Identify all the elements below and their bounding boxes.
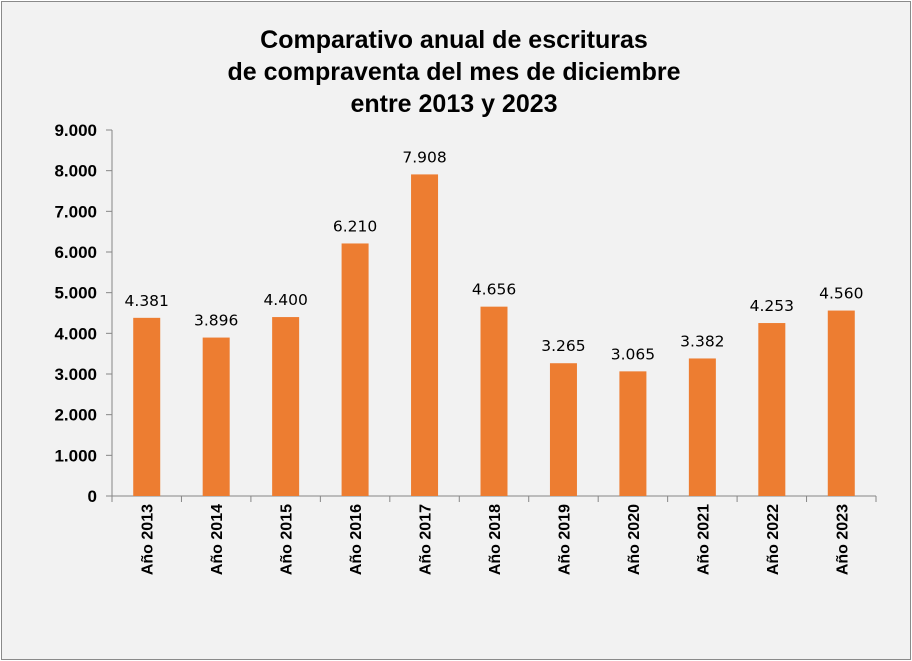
bar <box>202 337 230 496</box>
x-tick-label: Año 2021 <box>695 504 712 575</box>
bar <box>133 317 161 496</box>
x-tick-label: Año 2019 <box>556 504 573 575</box>
y-tick-label: 0 <box>88 487 97 506</box>
data-label: 4.656 <box>472 281 516 299</box>
x-tick-label: Año 2015 <box>279 504 296 575</box>
y-tick-label: 6.000 <box>54 243 97 262</box>
bar <box>341 243 369 496</box>
data-label: 4.381 <box>125 292 169 310</box>
bar <box>827 310 855 496</box>
data-label: 4.253 <box>750 297 794 315</box>
data-label: 3.265 <box>541 337 585 355</box>
y-tick-label: 2.000 <box>54 406 97 425</box>
chart-title-line-1: Comparativo anual de escrituras <box>260 26 648 54</box>
x-tick-label: Año 2018 <box>487 504 504 575</box>
y-tick-label: 8.000 <box>54 162 97 181</box>
x-tick-label: Año 2016 <box>348 504 365 575</box>
bar <box>619 371 647 496</box>
chart-title-line-2: de compraventa del mes de diciembre <box>227 58 681 86</box>
bar <box>411 174 439 496</box>
bar <box>480 306 508 496</box>
data-label: 3.382 <box>680 332 724 350</box>
data-label: 3.896 <box>194 312 238 330</box>
x-tick-label: Año 2014 <box>209 504 226 575</box>
y-tick-label: 7.000 <box>54 202 97 221</box>
y-tick-label: 1.000 <box>54 446 97 465</box>
data-label: 6.210 <box>333 217 377 235</box>
x-tick-label: Año 2013 <box>140 504 157 575</box>
y-tick-label: 9.000 <box>54 121 97 140</box>
y-tick-label: 5.000 <box>54 284 97 303</box>
y-tick-label: 4.000 <box>54 324 97 343</box>
x-tick-label: Año 2023 <box>834 504 851 575</box>
x-tick-label: Año 2017 <box>418 504 435 575</box>
bar <box>272 317 300 496</box>
data-label: 7.908 <box>402 148 446 166</box>
y-tick-label: 3.000 <box>54 365 97 384</box>
bar <box>688 358 716 496</box>
data-label: 4.560 <box>819 285 863 303</box>
x-tick-label: Año 2022 <box>765 504 782 575</box>
data-label: 4.400 <box>263 291 307 309</box>
x-tick-label: Año 2020 <box>626 504 643 575</box>
chart-title-line-3: entre 2013 y 2023 <box>350 90 558 118</box>
bar <box>549 363 577 496</box>
bar <box>758 323 786 496</box>
data-label: 3.065 <box>611 345 655 363</box>
chart-title: Comparativo anual de escrituras de compr… <box>0 24 912 120</box>
